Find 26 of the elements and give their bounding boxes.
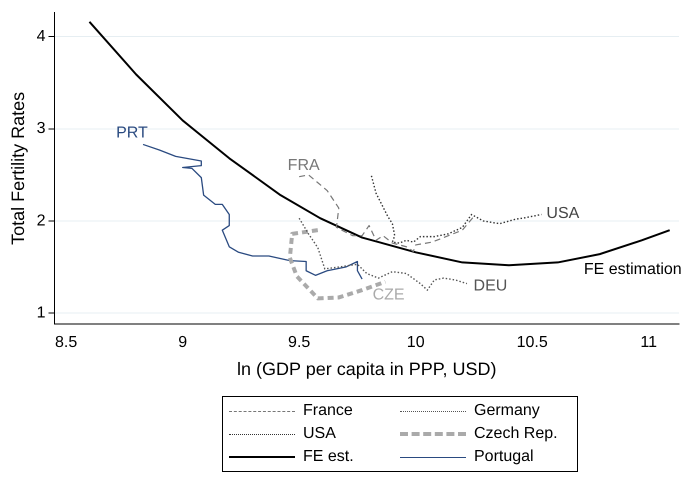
legend-label: France bbox=[303, 402, 353, 420]
y-tick-label: 3 bbox=[36, 120, 46, 138]
y-tick-label: 2 bbox=[36, 212, 46, 230]
x-tick-label: 9.5 bbox=[288, 334, 310, 352]
annotation: USA bbox=[546, 204, 580, 222]
line-series bbox=[370, 175, 542, 244]
legend-label: Portugal bbox=[474, 448, 534, 466]
legend-label: FE est. bbox=[303, 448, 354, 466]
legend-label: USA bbox=[303, 425, 336, 443]
line-series bbox=[298, 174, 475, 252]
x-axis-title: ln (GDP per capita in PPP, USD) bbox=[237, 359, 496, 380]
annotation: CZE bbox=[372, 286, 405, 304]
annotation: FRA bbox=[288, 157, 320, 174]
annotation: FE estimation bbox=[584, 260, 682, 278]
legend-label: Czech Rep. bbox=[474, 425, 558, 443]
x-tick-label: 10.5 bbox=[516, 334, 548, 352]
x-tick-label: 10 bbox=[406, 334, 425, 352]
x-tick-label: 9 bbox=[178, 334, 188, 352]
annotation: DEU bbox=[474, 277, 508, 294]
legend-label: Germany bbox=[474, 402, 540, 420]
x-tick-label: 8.5 bbox=[55, 334, 78, 352]
y-tick-label: 1 bbox=[36, 304, 46, 322]
annotation: PRT bbox=[116, 124, 148, 142]
y-tick-label: 4 bbox=[36, 28, 46, 45]
x-tick-label: 11 bbox=[640, 334, 658, 352]
y-axis-title: Total Fertility Rates bbox=[8, 92, 28, 245]
